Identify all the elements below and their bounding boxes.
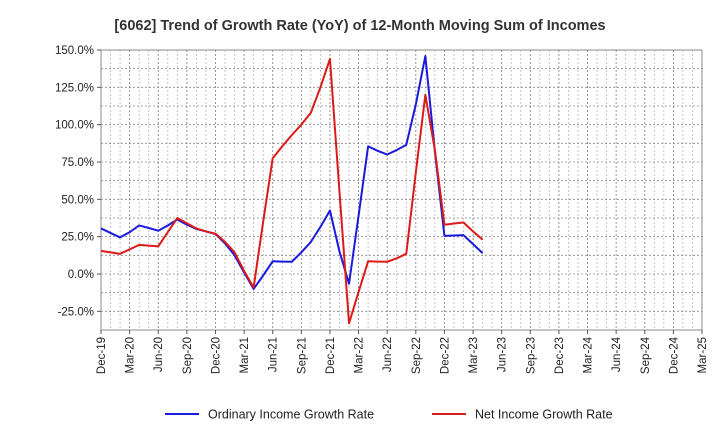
x-tick-label: Jun-20 <box>153 337 165 372</box>
legend-label-1: Net Income Growth Rate <box>475 408 613 422</box>
y-tick-label: 125.0% <box>55 82 94 94</box>
x-tick-label: Mar-20 <box>125 337 137 373</box>
y-tick-label: 100.0% <box>55 120 94 132</box>
series-line-1 <box>100 57 484 325</box>
x-tick-label: Sep-24 <box>640 336 652 374</box>
y-tick-label: 50.0% <box>61 194 94 206</box>
y-tick-label: 25.0% <box>61 232 94 244</box>
x-tick-label: Dec-21 <box>325 337 337 374</box>
x-tick-label: Jun-24 <box>611 336 623 372</box>
x-tick-label: Sep-23 <box>525 337 537 374</box>
x-tick-label: Sep-20 <box>182 337 194 374</box>
series-lines <box>100 54 484 325</box>
chart-title: [6062] Trend of Growth Rate (YoY) of 12-… <box>114 18 605 34</box>
x-tick-label: Jun-22 <box>382 337 394 372</box>
legend: Ordinary Income Growth Rate Net Income Gr… <box>165 408 613 422</box>
y-tick-label: -25.0% <box>58 306 94 318</box>
legend-label-0: Ordinary Income Growth Rate <box>208 408 374 422</box>
y-tick-label: 0.0% <box>68 269 94 281</box>
x-tick-label: Mar-23 <box>468 337 480 373</box>
x-tick-label: Jun-23 <box>497 337 509 372</box>
x-tick-label: Dec-23 <box>554 337 566 374</box>
x-tick-label: Jun-21 <box>268 337 280 372</box>
x-tick-label: Dec-20 <box>210 337 222 374</box>
x-tick-label: Mar-25 <box>697 337 709 373</box>
x-tick-label: Dec-19 <box>96 337 108 374</box>
x-tick-label: Mar-24 <box>583 336 595 373</box>
y-axis-ticks: 150.0% 125.0% 100.0% 75.0% 50.0% 25.0% 0.0% -25… <box>55 45 101 318</box>
y-tick-label: 150.0% <box>55 45 94 57</box>
x-tick-label: Dec-22 <box>439 337 451 374</box>
x-tick-label: Sep-22 <box>411 337 423 374</box>
x-tick-label: Dec-24 <box>668 336 680 374</box>
grid <box>101 50 702 330</box>
y-tick-label: 75.0% <box>61 157 94 169</box>
x-tick-label: Mar-22 <box>354 337 366 373</box>
x-tick-label: Mar-21 <box>239 337 251 373</box>
plot-area <box>100 49 703 331</box>
series-line-0 <box>100 54 484 290</box>
x-axis-ticks: Dec-19 Mar-20 Jun-20 Sep-20 Dec-20 Mar-21 Jun-… <box>96 330 709 374</box>
x-tick-label: Sep-21 <box>296 337 308 374</box>
